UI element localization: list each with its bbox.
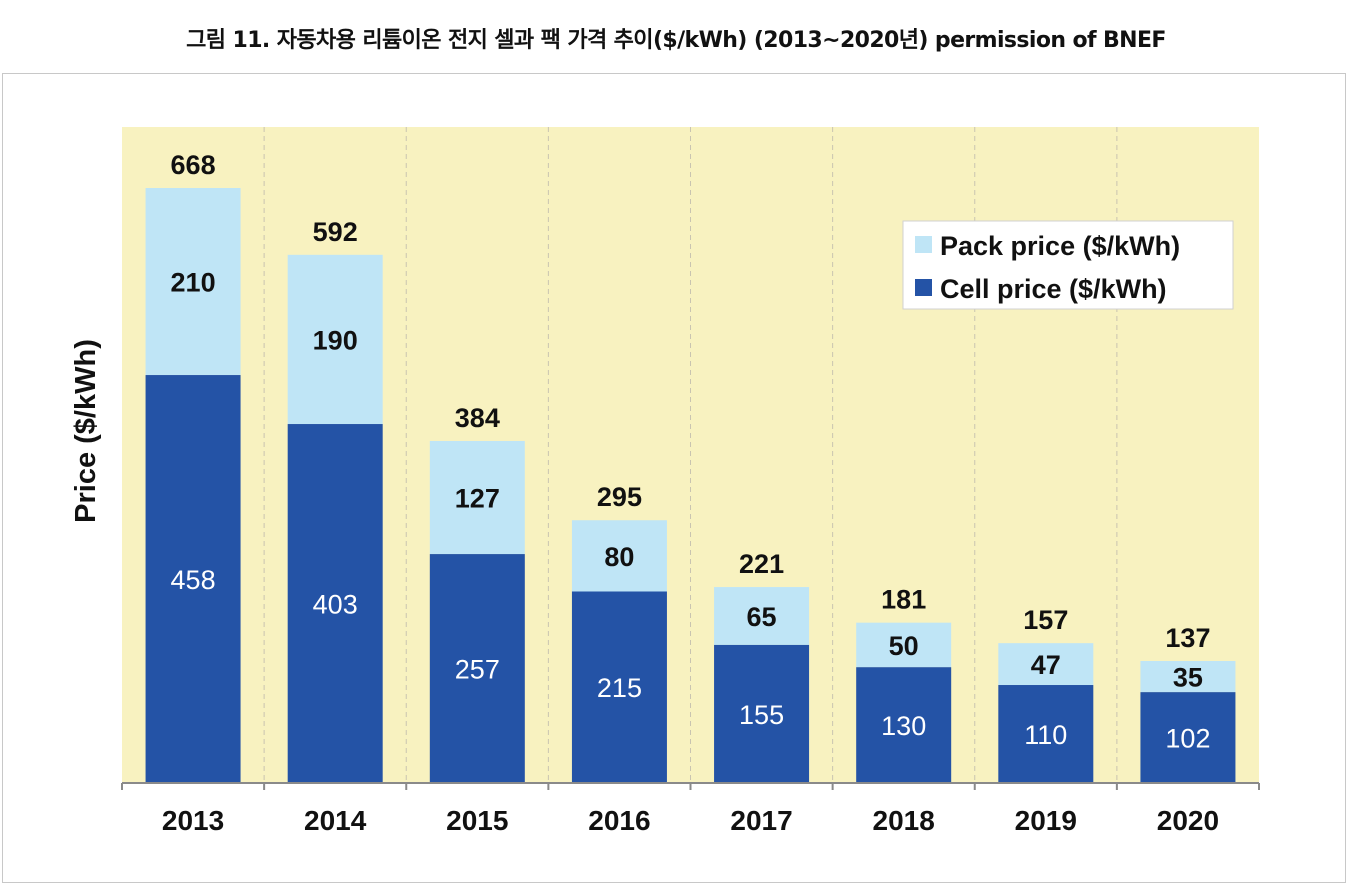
bar-pack-2014 [287,254,383,425]
total-label-2017: 221 [739,549,784,579]
total-label-2019: 157 [1023,605,1068,635]
x-axis-ticks: 2013 2014 2015 2016 2017 2018 2019 2020 [121,783,1260,836]
x-tick-label-2016: 2016 [588,805,650,836]
pack-value-label-2019: 47 [1031,650,1061,680]
bar-pack-2013 [145,188,241,376]
x-tick-label-2018: 2018 [873,805,935,836]
cell-value-label-2014: 403 [313,590,358,620]
legend-swatch-pack [915,236,932,253]
bar-cell-2017 [714,644,810,783]
bar-pack-2019 [998,643,1094,686]
x-tick-label-2013: 2013 [162,805,224,836]
legend-label-pack: Pack price ($/kWh) [940,231,1180,261]
x-tick-label-2017: 2017 [730,805,792,836]
bar-pack-2016 [571,520,667,592]
bar-cell-2020 [1140,692,1236,783]
x-tick-label-2014: 2014 [304,805,367,836]
total-label-2016: 295 [597,482,642,512]
cell-value-label-2020: 102 [1165,724,1210,754]
pack-value-label-2018: 50 [889,631,919,661]
pack-value-label-2013: 210 [171,268,216,298]
cell-value-label-2015: 257 [455,655,500,685]
x-tick-label-2020: 2020 [1157,805,1219,836]
figure-caption: 그림 11. 자동차용 리튬이온 전지 셀과 팩 가격 추이($/kWh) (2… [186,28,1166,53]
bar-cell-2019 [998,685,1094,783]
pack-value-label-2015: 127 [455,484,500,514]
x-tick-label-2019: 2019 [1015,805,1077,836]
bar-cell-2013 [145,375,241,783]
data-labels: 668 210 458 592 190 403 384 127 257 295 80 215 221 65… [171,150,1211,754]
bar-pack-2015 [429,440,525,555]
legend-swatch-cell [915,279,932,296]
pack-value-label-2017: 65 [747,602,777,632]
bars [145,188,1236,783]
bar-pack-2017 [714,587,810,645]
cell-value-label-2018: 130 [881,711,926,741]
x-tick-label-2015: 2015 [446,805,508,836]
total-label-2013: 668 [171,150,216,180]
bar-pack-2020 [1140,660,1236,693]
total-label-2020: 137 [1165,623,1210,653]
bar-cell-2016 [571,591,667,783]
pack-value-label-2020: 35 [1173,663,1203,693]
pack-value-label-2016: 80 [604,542,634,572]
cell-value-label-2019: 110 [1024,720,1067,750]
legend-box [902,220,1234,310]
y-axis-label: Price ($/kWh) [70,339,102,523]
total-label-2014: 592 [313,217,358,247]
legend: Pack price ($/kWh) Cell price ($/kWh) [902,220,1234,310]
total-label-2015: 384 [455,403,500,433]
bar-cell-2018 [856,667,952,783]
total-label-2018: 181 [881,585,926,615]
bar-cell-2014 [287,424,383,783]
cell-value-label-2017: 155 [739,700,784,730]
cell-value-label-2016: 215 [597,673,642,703]
cell-value-label-2013: 458 [171,565,216,595]
pack-value-label-2014: 190 [313,325,358,355]
bar-cell-2015 [429,554,525,783]
bar-pack-2018 [856,622,952,668]
legend-label-cell: Cell price ($/kWh) [940,274,1167,304]
